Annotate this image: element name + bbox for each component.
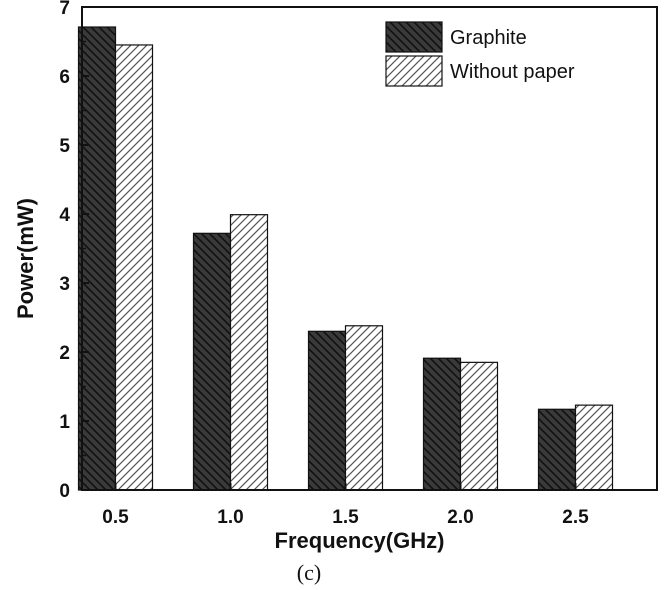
- y-tick-label: 3: [59, 274, 70, 295]
- legend-label-without-paper: Without paper: [450, 61, 575, 83]
- bar-graphite-2.0: [422, 357, 462, 491]
- bar-without-paper-2.0: [459, 361, 499, 491]
- bars-layer: [77, 26, 614, 491]
- y-tick-label: 0: [59, 481, 70, 502]
- bar-without-paper-1.5: [344, 325, 384, 491]
- bar-graphite-2.5: [537, 408, 577, 491]
- bar-graphite-0.5: [77, 26, 117, 491]
- legend-swatch-graphite: [385, 21, 443, 53]
- x-tick-label: 1.5: [332, 507, 359, 528]
- x-tick-label: 2.5: [562, 507, 589, 528]
- y-axis-ticks: 0 1 2 3 4 5 6 7: [59, 0, 89, 502]
- bar-without-paper-1.0: [229, 214, 269, 491]
- legend-swatch-without-paper: [385, 55, 443, 87]
- y-tick-label: 4: [59, 205, 70, 226]
- bar-graphite-1.5: [307, 330, 347, 491]
- y-axis-title: Power(mW): [13, 198, 38, 319]
- x-tick-label: 0.5: [102, 507, 129, 528]
- bar-graphite-1.0: [192, 232, 232, 491]
- y-tick-label: 2: [59, 343, 70, 364]
- figure-caption: (c): [297, 560, 321, 585]
- x-axis-title: Frequency(GHz): [275, 528, 445, 553]
- y-tick-label: 5: [59, 136, 70, 157]
- bar-without-paper-2.5: [574, 404, 614, 491]
- y-tick-label: 7: [59, 0, 70, 19]
- x-tick-label: 1.0: [217, 507, 243, 528]
- bar-without-paper-0.5: [114, 44, 154, 491]
- y-tick-label: 6: [59, 67, 70, 88]
- x-tick-label: 2.0: [447, 507, 473, 528]
- x-axis-ticks: 0.5 1.0 1.5 2.0 2.5: [102, 483, 589, 528]
- legend-label-graphite: Graphite: [450, 27, 527, 49]
- legend: Graphite Without paper: [385, 21, 575, 87]
- y-tick-label: 1: [59, 412, 70, 433]
